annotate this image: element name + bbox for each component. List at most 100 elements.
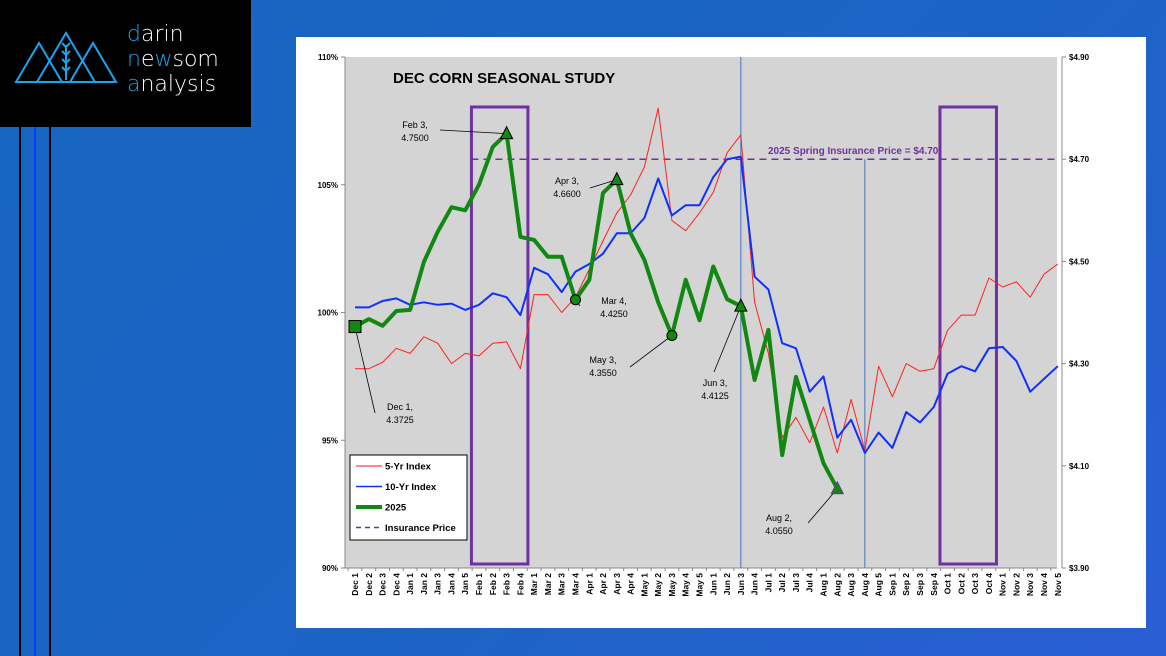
x-tick-label: Mar 2 — [543, 573, 553, 595]
square-marker-icon — [348, 320, 362, 334]
triangle-marker-icon — [499, 125, 514, 140]
annotation-label: May 3, — [589, 355, 616, 365]
x-tick-label: Jun 2 — [722, 573, 732, 595]
legend: 5-Yr Index 10-Yr Index 2025 Insurance Price — [349, 454, 468, 541]
x-tick-label: Jan 5 — [460, 573, 470, 595]
x-tick-label: Feb 2 — [488, 573, 498, 595]
right-tick-label: $4.30 — [1069, 360, 1090, 369]
legend-label: 10-Yr Index — [385, 482, 437, 493]
chart-title: DEC CORN SEASONAL STUDY — [393, 70, 615, 87]
x-tick-label: Oct 1 — [943, 573, 953, 595]
annotation-leader — [713, 305, 742, 373]
annotation-value: 4.3550 — [589, 368, 617, 378]
legend-label: 2025 — [385, 503, 407, 514]
triangle-marker-icon — [610, 171, 624, 186]
x-tick-label: Nov 5 — [1053, 573, 1063, 596]
annotation-value: 4.4250 — [600, 309, 628, 319]
x-tick-label: May 4 — [681, 573, 691, 597]
x-tick-label: Aug 1 — [819, 573, 829, 597]
decorative-line — [49, 127, 51, 656]
right-tick-label: $4.90 — [1069, 53, 1090, 62]
annotation-value: 4.6600 — [553, 189, 581, 199]
legend-label: Insurance Price — [385, 523, 456, 534]
circle-marker-icon — [666, 329, 678, 341]
annotation-label: Aug 2, — [766, 513, 792, 523]
x-tick-label: Oct 3 — [970, 573, 980, 595]
x-tick-label: Jun 4 — [750, 573, 760, 595]
x-tick-label: Sep 1 — [887, 573, 897, 596]
x-tick-label: Aug 2 — [832, 573, 842, 597]
x-tick-label: Nov 1 — [998, 573, 1008, 596]
decorative-line — [19, 127, 21, 656]
insurance-label: 2025 Spring Insurance Price = $4.70 — [768, 146, 939, 157]
x-tick-label: Feb 4 — [515, 573, 525, 595]
annotation-label: Jun 3, — [703, 378, 728, 388]
x-tick-label: Jul 2 — [777, 573, 787, 593]
annotation-label: Feb 3, — [402, 120, 428, 130]
highlight-box — [469, 105, 530, 566]
x-tick-label: Nov 2 — [1011, 573, 1021, 596]
x-tick-label: Oct 4 — [984, 573, 994, 595]
legend-label: 5-Yr Index — [385, 462, 432, 473]
series-line-10-yr-index — [355, 155, 1059, 454]
left-tick-label: 100% — [318, 309, 338, 318]
x-tick-label: Dec 1 — [350, 573, 360, 596]
x-tick-label: Sep 2 — [901, 573, 911, 596]
left-tick-label: 95% — [322, 436, 338, 445]
x-tick-label: Nov 4 — [1039, 573, 1049, 596]
annotation-leader — [807, 488, 838, 524]
right-tick-label: $4.50 — [1069, 257, 1090, 266]
series-line-2025 — [354, 131, 840, 490]
x-tick-label: Feb 1 — [474, 573, 484, 595]
x-tick-label: May 2 — [653, 573, 663, 597]
annotation-value: 4.3725 — [386, 415, 414, 425]
highlight-box — [938, 105, 998, 566]
x-tick-label: Jan 2 — [419, 573, 429, 595]
annotation-leader — [439, 129, 507, 135]
x-tick-label: Apr 1 — [584, 573, 594, 595]
triangle-marker-icon — [734, 297, 748, 312]
annotation-leader — [629, 335, 673, 368]
logo: darin newsom analysis — [0, 0, 251, 127]
x-tick-label: Aug 4 — [860, 573, 870, 597]
x-tick-label: May 1 — [639, 573, 649, 597]
x-tick-label: May 3 — [667, 573, 677, 597]
x-tick-label: Nov 3 — [1025, 573, 1035, 596]
x-tick-label: Sep 4 — [929, 573, 939, 596]
right-tick-label: $4.70 — [1069, 155, 1090, 164]
triangle-marker-icon — [830, 480, 845, 495]
x-tick-label: Oct 2 — [956, 573, 966, 595]
x-tick-label: Aug 3 — [846, 573, 856, 597]
x-tick-label: Jul 4 — [805, 573, 815, 593]
left-tick-label: 110% — [318, 53, 338, 62]
left-tick-label: 105% — [318, 181, 338, 190]
annotation-label: Mar 4, — [601, 296, 627, 306]
x-tick-label: Jan 1 — [405, 573, 415, 595]
x-tick-label: Dec 2 — [364, 573, 374, 596]
x-tick-label: Jul 3 — [791, 573, 801, 593]
x-tick-label: Dec 3 — [378, 573, 388, 596]
x-tick-label: Apr 4 — [626, 573, 636, 595]
annotation-label: Apr 3, — [555, 176, 579, 186]
series-line-5-yr-index — [355, 107, 1059, 454]
logo-line1: arin — [140, 22, 184, 47]
annotation-value: 4.0550 — [765, 526, 793, 536]
x-tick-label: Apr 3 — [612, 573, 622, 595]
mountain-wheat-logo-icon — [14, 31, 118, 83]
logo-text: darin newsom analysis — [127, 22, 219, 97]
decorative-line — [34, 127, 36, 656]
circle-marker-icon — [569, 294, 581, 306]
annotation-label: Dec 1, — [387, 402, 413, 412]
annotation-value: 4.7500 — [401, 133, 429, 143]
x-tick-label: Mar 1 — [529, 573, 539, 595]
annotation-value: 4.4125 — [701, 391, 729, 401]
x-tick-label: Aug 5 — [874, 573, 884, 597]
x-tick-label: Jan 4 — [446, 573, 456, 595]
x-tick-label: Jan 3 — [433, 573, 443, 595]
x-tick-label: Jun 3 — [736, 573, 746, 595]
right-tick-label: $3.90 — [1069, 564, 1090, 573]
x-tick-label: Jul 1 — [763, 573, 773, 593]
left-tick-label: 90% — [322, 564, 338, 573]
x-tick-label: Sep 3 — [915, 573, 925, 596]
